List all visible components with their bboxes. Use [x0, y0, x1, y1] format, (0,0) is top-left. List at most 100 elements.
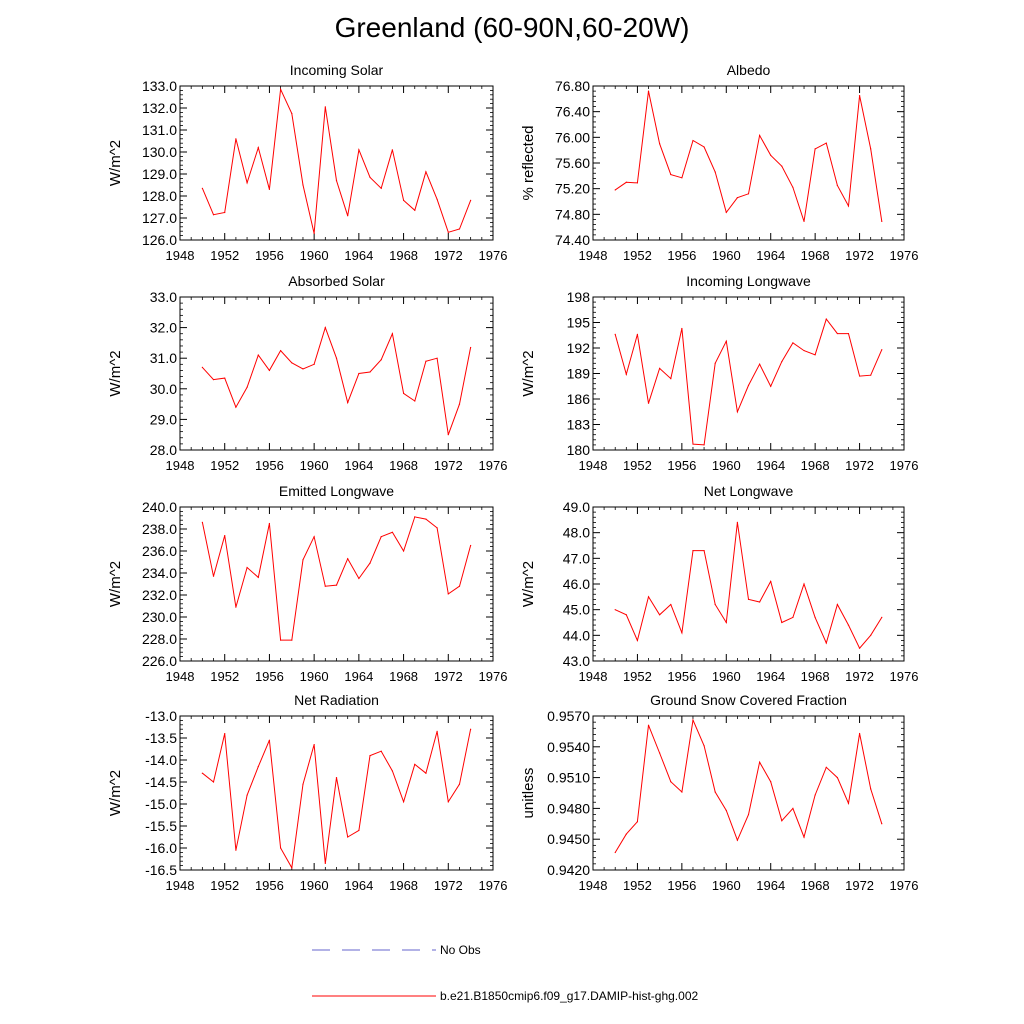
data-point [825, 642, 827, 644]
y-tick-label: 192 [567, 340, 591, 356]
data-point [324, 585, 326, 587]
data-point [201, 366, 203, 368]
data-point [458, 783, 461, 785]
series-line [202, 326, 472, 435]
data-point [302, 184, 304, 186]
data-point [235, 138, 237, 140]
data-point [781, 361, 783, 363]
y-axis-label: W/m^2 [107, 561, 124, 607]
data-point [814, 148, 816, 150]
x-tick-label: 1968 [801, 248, 830, 263]
data-point [313, 363, 315, 365]
data-point [647, 724, 650, 726]
data-point [436, 198, 438, 200]
data-point [614, 609, 616, 611]
panel-title: Net Radiation [294, 692, 379, 708]
x-tick-label: 1976 [890, 248, 919, 263]
x-tick-label: 1956 [667, 669, 696, 684]
y-tick-label: 29.0 [150, 411, 177, 427]
data-point [736, 411, 738, 413]
data-point [692, 139, 694, 142]
y-tick-label: -13.0 [145, 708, 177, 724]
y-tick-label: 44.0 [563, 627, 590, 643]
data-point [703, 550, 705, 552]
y-tick-label: 31.0 [150, 350, 177, 366]
y-tick-label: 232.0 [142, 587, 177, 603]
data-point [681, 632, 683, 634]
x-tick-label: 1956 [667, 248, 696, 263]
y-tick-label: 28.0 [150, 442, 177, 458]
data-point [659, 752, 661, 754]
chart-panel-4: 1948 1952 1956 1960 1964 1968 1972 1976 180 183 18… [520, 273, 918, 473]
data-point [257, 576, 259, 579]
data-point [670, 603, 672, 606]
series-line [614, 90, 883, 222]
x-tick-label: 1964 [756, 248, 785, 263]
data-point [369, 371, 371, 373]
data-point [246, 182, 248, 184]
data-point [280, 88, 282, 90]
y-tick-label: -14.0 [145, 752, 177, 768]
data-point [470, 199, 472, 201]
x-tick-label: 1948 [166, 878, 195, 893]
y-tick-label: 0.9480 [547, 800, 590, 816]
data-point [847, 624, 850, 626]
data-point [747, 598, 750, 601]
y-tick-label: 75.60 [555, 155, 590, 171]
x-tick-label: 1960 [712, 248, 741, 263]
data-point [313, 536, 315, 538]
x-tick-label: 1964 [756, 878, 785, 893]
data-point [369, 176, 371, 178]
data-point [447, 434, 449, 436]
data-point [402, 392, 405, 394]
y-tick-label: 228.0 [142, 631, 177, 647]
data-point [870, 634, 872, 636]
y-tick-label: 129.0 [142, 166, 177, 182]
x-tick-label: 1976 [479, 248, 508, 263]
data-point [703, 146, 705, 148]
x-tick-label: 1952 [210, 458, 239, 473]
y-tick-label: 33.0 [150, 289, 177, 305]
y-tick-label: 45.0 [563, 602, 590, 618]
figure-title: Greenland (60-90N,60-20W) [334, 12, 690, 43]
data-point [870, 148, 872, 150]
data-point [636, 639, 639, 642]
y-tick-label: -16.0 [145, 840, 177, 856]
y-tick-label: 49.0 [563, 499, 590, 515]
x-tick-label: 1960 [300, 669, 329, 684]
data-point [201, 187, 203, 189]
data-point [647, 90, 650, 92]
x-tick-label: 1952 [623, 669, 652, 684]
y-tick-label: 76.40 [555, 104, 590, 120]
y-tick-label: 76.80 [555, 78, 590, 94]
data-point [380, 536, 382, 538]
data-point [625, 614, 627, 616]
data-point [792, 186, 794, 188]
data-point [814, 794, 816, 796]
x-tick-label: 1976 [890, 458, 919, 473]
data-point [625, 833, 627, 835]
x-tick-label: 1964 [344, 878, 373, 893]
data-point [347, 401, 349, 404]
data-point [224, 377, 226, 379]
data-point [235, 406, 237, 408]
y-tick-label: 180 [567, 442, 591, 458]
x-tick-label: 1976 [479, 669, 508, 684]
data-point [425, 772, 427, 774]
x-tick-label: 1956 [255, 458, 284, 473]
x-tick-label: 1968 [389, 458, 418, 473]
data-point [380, 359, 382, 361]
y-tick-label: 132.0 [142, 100, 177, 116]
panel-title: Emitted Longwave [279, 483, 394, 499]
data-point [692, 443, 694, 445]
data-point [291, 362, 293, 364]
data-point [725, 340, 727, 342]
data-point [692, 719, 694, 721]
data-point [425, 360, 427, 362]
data-point [380, 187, 382, 189]
data-point [369, 755, 371, 757]
y-tick-label: -14.5 [145, 774, 177, 790]
x-tick-label: 1952 [210, 669, 239, 684]
data-point [391, 531, 393, 533]
data-point [792, 807, 794, 810]
